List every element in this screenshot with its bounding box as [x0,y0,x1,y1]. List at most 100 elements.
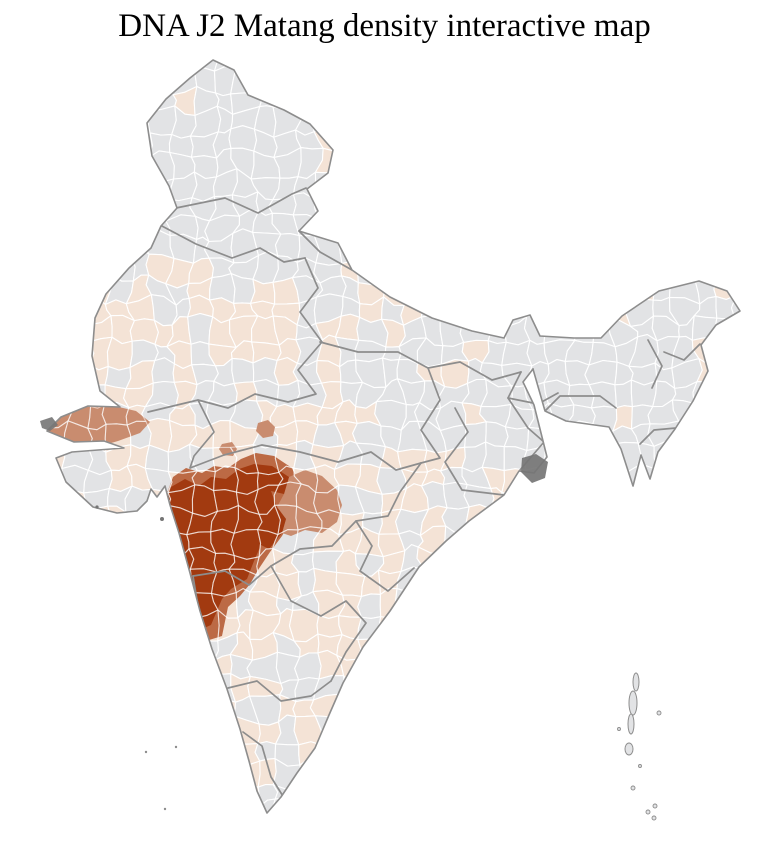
island[interactable] [638,764,642,768]
district-cell[interactable] [691,424,719,453]
district-cell[interactable] [255,798,276,826]
district-cell[interactable] [632,594,655,616]
district-cell[interactable] [485,130,510,159]
district-cell[interactable] [585,799,611,823]
district-cell[interactable] [45,777,68,807]
district-cell[interactable] [151,357,175,384]
district-cell[interactable] [19,252,42,282]
district-cell[interactable] [609,211,637,243]
district-cell[interactable] [334,44,360,73]
district-cell[interactable] [651,672,673,708]
district-cell[interactable] [546,168,570,201]
district-cell[interactable] [462,741,489,763]
district-cell[interactable] [586,672,615,705]
district-cell[interactable] [81,505,112,529]
district-cell[interactable] [354,678,382,703]
district-cell[interactable] [566,504,595,536]
district-cell[interactable] [482,758,510,783]
district-cell[interactable] [417,720,445,742]
district-cell[interactable] [417,105,448,138]
district-cell[interactable] [751,778,769,808]
district-cell[interactable] [270,67,299,92]
district-cell[interactable] [383,70,404,96]
district-cell[interactable] [42,696,70,723]
district-cell[interactable] [504,256,528,279]
district-cell[interactable] [678,419,695,446]
district-cell[interactable] [734,613,762,639]
district-cell[interactable] [648,173,676,198]
district-cell[interactable] [189,716,214,744]
district-cell[interactable] [401,679,425,703]
district-cell[interactable] [670,156,702,175]
district-cell[interactable] [566,175,595,196]
district-cell[interactable] [400,173,426,197]
district-cell[interactable] [143,737,178,765]
district-cell[interactable] [503,822,527,842]
district-cell[interactable] [693,64,716,95]
district-cell[interactable] [102,695,133,719]
district-cell[interactable] [565,568,595,601]
district-cell[interactable] [739,719,762,747]
district-cell[interactable] [692,525,715,555]
district-cell[interactable] [646,610,678,640]
district-cell[interactable] [608,573,636,600]
district-cell[interactable] [654,112,676,138]
district-cell[interactable] [459,694,488,723]
district-cell[interactable] [227,803,261,830]
district-cell[interactable] [147,67,174,96]
district-cell[interactable] [520,677,553,702]
district-cell[interactable] [708,63,743,95]
district-cell[interactable] [127,173,155,202]
district-cell[interactable] [85,733,108,764]
district-cell[interactable] [84,526,110,551]
district-cell[interactable] [756,211,769,241]
district-cell[interactable] [24,44,45,73]
district-cell[interactable] [417,90,446,117]
district-cell[interactable] [45,484,65,516]
district-cell[interactable] [169,828,189,842]
district-cell[interactable] [612,631,637,658]
district-cell[interactable] [503,149,525,177]
district-cell[interactable] [501,135,529,155]
district-cell[interactable] [501,45,530,75]
district-cell[interactable] [585,735,618,765]
district-cell[interactable] [124,67,151,93]
district-cell[interactable] [104,758,134,786]
district-cell[interactable] [548,87,575,117]
district-cell[interactable] [584,71,615,96]
district-cell[interactable] [351,130,382,156]
district-cell[interactable] [20,274,41,308]
district-cell[interactable] [44,335,65,362]
district-cell[interactable] [564,258,592,284]
district-cell[interactable] [711,569,739,597]
district-cell[interactable] [45,316,72,343]
district-cell[interactable] [525,277,551,306]
district-cell[interactable] [732,526,763,559]
district-cell[interactable] [417,736,445,764]
district-cell[interactable] [312,753,345,789]
district-cell[interactable] [249,66,275,96]
district-cell[interactable] [464,211,485,241]
district-cell[interactable] [759,592,769,614]
district-cell[interactable] [627,132,656,158]
district-cell[interactable] [506,778,534,809]
district-cell[interactable] [47,210,72,241]
district-cell[interactable] [647,634,672,658]
district-cell[interactable] [673,111,702,137]
district-cell[interactable] [670,192,702,218]
district-cell[interactable] [165,49,198,75]
district-cell[interactable] [734,51,762,72]
district-cell[interactable] [313,43,342,73]
district-cell[interactable] [231,357,255,384]
district-cell[interactable] [480,526,508,557]
district-cell[interactable] [84,168,109,200]
district-cell[interactable] [732,357,765,391]
district-cell[interactable] [372,151,404,179]
district-cell[interactable] [106,613,132,642]
district-cell[interactable] [315,88,344,113]
district-cell[interactable] [633,576,653,599]
district-cell[interactable] [64,170,90,200]
district-cell[interactable] [647,799,679,825]
district-cell[interactable] [421,698,448,726]
district-cell[interactable] [693,207,722,243]
